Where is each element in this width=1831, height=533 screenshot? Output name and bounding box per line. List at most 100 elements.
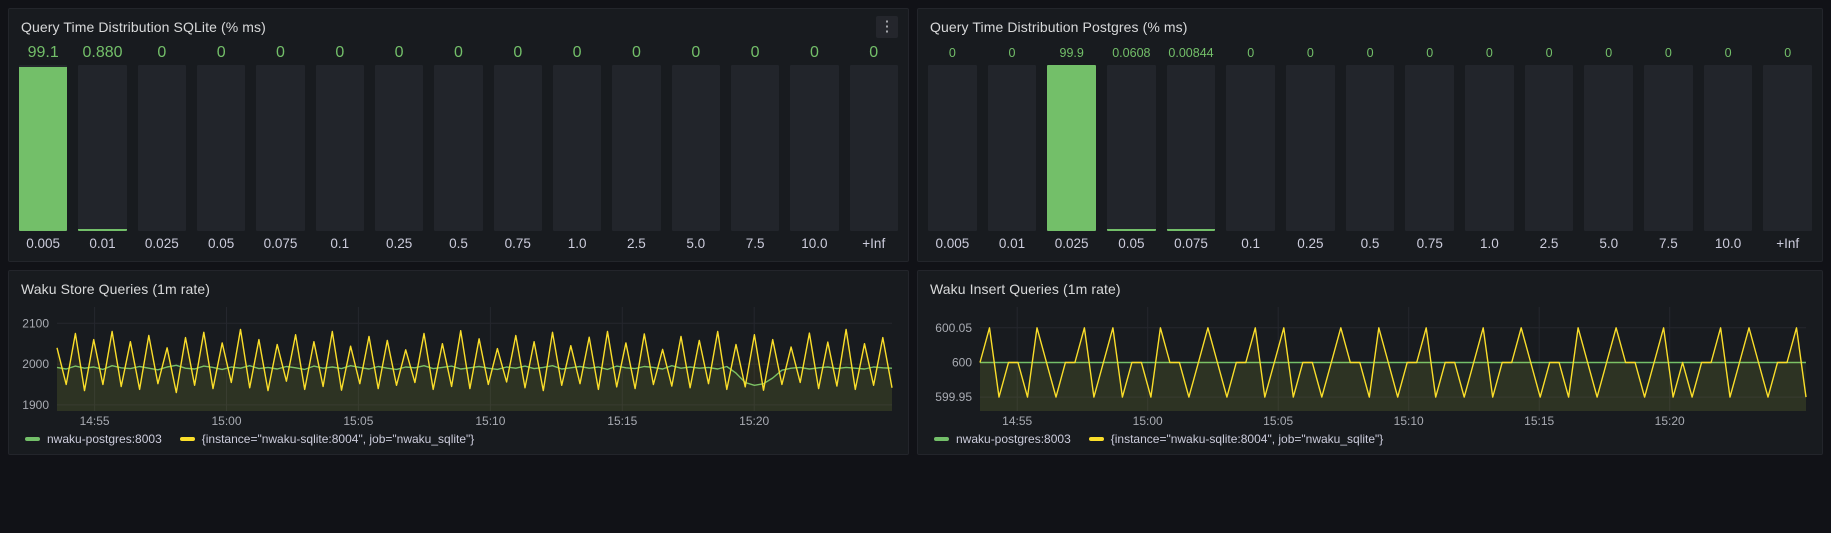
legend-label: {instance="nwaku-sqlite:8004", job="nwak… — [201, 432, 475, 446]
bar-tick-label: 0.25 — [1297, 235, 1324, 251]
bar-tick-label: 0.75 — [504, 235, 531, 251]
panel-header[interactable]: Query Time Distribution Postgres (% ms) — [918, 9, 1822, 39]
bar-value-label: 0 — [1306, 46, 1314, 60]
bar-track — [730, 65, 780, 231]
bar-track — [1703, 65, 1753, 231]
series-line — [979, 327, 1807, 398]
bar-track — [196, 65, 246, 231]
histogram-bucket: 99.1 0.005 — [19, 41, 68, 255]
histogram-bucket: 0.00844 0.075 — [1166, 41, 1216, 255]
histogram-bucket: 0 0.05 — [196, 41, 246, 255]
bar-track — [790, 65, 839, 231]
bar-tick-label: 0.005 — [935, 235, 970, 251]
bar-value-label: 0 — [1545, 46, 1553, 60]
bar-value-label: 0 — [1784, 46, 1792, 60]
x-tick-label: 15:05 — [343, 414, 373, 428]
bar-track — [1465, 65, 1514, 231]
x-tick-label: 15:10 — [1394, 414, 1424, 428]
bar-value-label: 0 — [1605, 46, 1613, 60]
bar-value-label: 0 — [454, 44, 463, 61]
x-tick-label: 15:00 — [1133, 414, 1163, 428]
x-tick-label: 14:55 — [1002, 414, 1032, 428]
x-tick-label: 14:55 — [80, 414, 110, 428]
y-tick-label: 599.95 — [935, 390, 972, 404]
legend: nwaku-postgres:8003 {instance="nwaku-sql… — [918, 430, 1822, 454]
series-fill — [980, 362, 1806, 411]
insert-queries-plot[interactable]: 600.05 600 599.95 14:55 15:00 15:05 15:10 15:15… — [926, 301, 1814, 429]
panel-query-time-sqlite: Query Time Distribution SQLite (% ms) ⋮ … — [8, 8, 909, 262]
panel-title: Waku Store Queries (1m rate) — [21, 280, 211, 297]
bar-value-label: 0.00844 — [1168, 46, 1214, 60]
x-tick-label: 15:15 — [1524, 414, 1554, 428]
x-tick-label: 15:20 — [739, 414, 769, 428]
panel-header[interactable]: Query Time Distribution SQLite (% ms) ⋮ — [9, 9, 908, 39]
panel-waku-store-queries: Waku Store Queries (1m rate) 2100 2000 190… — [8, 270, 909, 455]
bar-value-label: 0 — [216, 44, 226, 61]
bar-tick-label: 0.01 — [89, 235, 116, 251]
legend-item[interactable]: nwaku-postgres:8003 — [934, 432, 1071, 446]
panel-menu-kebab-icon[interactable]: ⋮ — [876, 15, 898, 38]
legend-item[interactable]: {instance="nwaku-sqlite:8004", job="nwak… — [1088, 432, 1384, 446]
bar-value-label: 0 — [1366, 46, 1374, 60]
panel-waku-insert-queries: Waku Insert Queries (1m rate) 600.05 600 5… — [917, 270, 1823, 455]
series-swatch-icon — [934, 437, 949, 441]
panel-header[interactable]: Waku Insert Queries (1m rate) — [918, 271, 1822, 301]
bar-value-label: 0 — [394, 44, 404, 61]
histogram-bucket: 0 +Inf — [849, 41, 898, 255]
bar-value-label: 0.880 — [82, 44, 123, 61]
panel-title: Query Time Distribution SQLite (% ms) — [21, 18, 266, 35]
bar-tick-label: 0.025 — [144, 235, 179, 251]
bar-track — [315, 65, 364, 231]
bar-track — [1166, 65, 1216, 231]
bar-value-label: 0 — [1664, 46, 1672, 60]
panel-query-time-postgres: Query Time Distribution Postgres (% ms) … — [917, 8, 1823, 262]
histogram-bucket: 0.0608 0.05 — [1107, 41, 1156, 255]
series-swatch-icon — [25, 437, 40, 441]
x-tick-label: 15:00 — [211, 414, 241, 428]
bar-value-label: 0 — [1008, 46, 1016, 60]
bar-value-label: 99.9 — [1059, 46, 1084, 60]
bar-value-label: 0 — [513, 44, 523, 61]
panel-header[interactable]: Waku Store Queries (1m rate) — [9, 271, 908, 301]
time-series-chart[interactable]: 2100 2000 1900 14:55 15:00 15:05 15:10 15:15 15:… — [9, 301, 908, 430]
bar-tick-label: 1.0 — [567, 235, 587, 251]
bar-track — [374, 65, 424, 231]
bar-value-label: 0 — [948, 46, 956, 60]
bar-track — [928, 65, 977, 231]
bar-track — [1047, 65, 1097, 231]
bar-tick-label: 2.5 — [1539, 235, 1559, 251]
legend-item[interactable]: nwaku-postgres:8003 — [25, 432, 162, 446]
bar-tick-label: 0.075 — [263, 235, 298, 251]
bar-track — [137, 65, 186, 231]
bar-tick-label: 1.0 — [1479, 235, 1499, 251]
bar-track — [1226, 65, 1276, 231]
bar-value-label: 0 — [1485, 46, 1493, 60]
bar-tick-label: 0.05 — [1118, 235, 1145, 251]
histogram-bucket: 0 5.0 — [1584, 41, 1634, 255]
bar-value-label: 0 — [631, 44, 641, 61]
time-series-chart[interactable]: 600.05 600 599.95 14:55 15:00 15:05 15:10 15:15… — [918, 301, 1822, 430]
series-swatch-icon — [179, 437, 195, 441]
bar-tick-label: 10.0 — [1714, 235, 1742, 251]
store-queries-plot[interactable]: 2100 2000 1900 14:55 15:00 15:05 15:10 15:15 15:… — [17, 301, 900, 429]
histogram-bucket: 0 1.0 — [1465, 41, 1514, 255]
bar-track — [19, 65, 68, 231]
bar-tick-label: 2.5 — [627, 235, 646, 251]
histogram-bucket: 0 0.025 — [137, 41, 186, 255]
legend-label: nwaku-postgres:8003 — [956, 432, 1071, 446]
bar-fill — [1107, 229, 1156, 231]
legend-label: {instance="nwaku-sqlite:8004", job="nwak… — [1110, 432, 1384, 446]
y-tick-label: 600.05 — [935, 321, 972, 335]
bar-track — [552, 65, 602, 231]
bar-gauge: 99.1 0.005 0.880 0.01 0 0.025 0 0.05 0 0.075 0 0.1 0… — [9, 39, 908, 261]
histogram-bucket: 0 0.1 — [315, 41, 364, 255]
bar-track — [78, 65, 127, 231]
bar-tick-label: 0.75 — [1416, 235, 1443, 251]
bar-tick-label: +Inf — [1776, 235, 1800, 251]
bar-tick-label: 7.5 — [1659, 235, 1678, 251]
legend-item[interactable]: {instance="nwaku-sqlite:8004", job="nwak… — [179, 432, 475, 446]
histogram-bucket: 99.9 0.025 — [1047, 41, 1097, 255]
histogram-bucket: 0 0.01 — [987, 41, 1037, 255]
bar-track — [612, 65, 661, 231]
bar-tick-label: 0.5 — [1360, 235, 1380, 251]
